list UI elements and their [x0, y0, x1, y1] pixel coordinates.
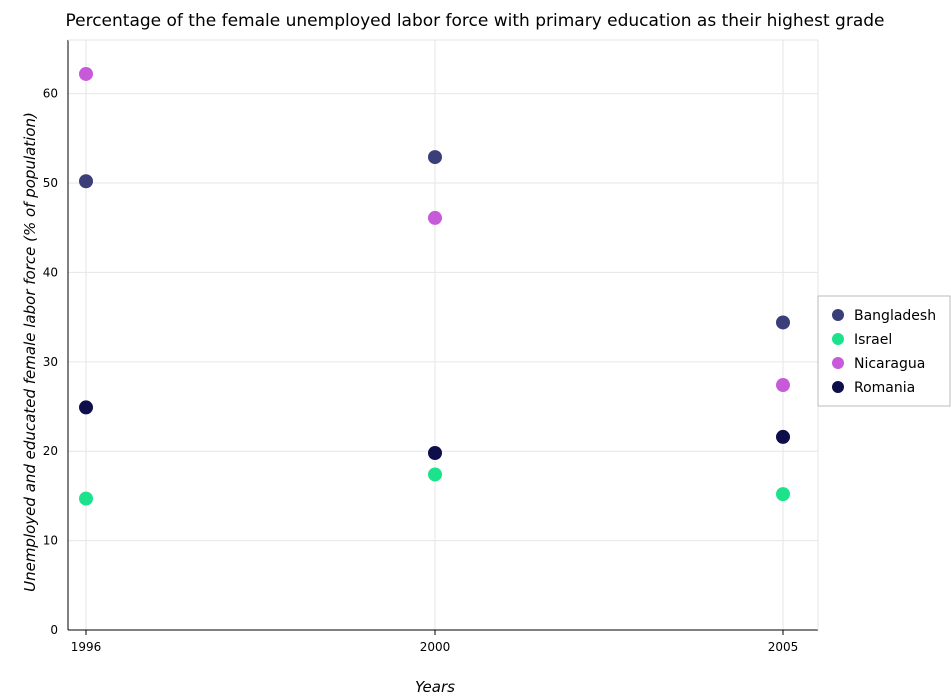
legend: Bangladesh Israel Nicaragua Romania: [817, 295, 951, 407]
chart-title: Percentage of the female unemployed labo…: [65, 11, 884, 31]
point-nicaragua-1996: [79, 66, 93, 81]
y-tick-label: 30: [43, 355, 58, 369]
legend-label-bangladesh: Bangladesh: [854, 308, 936, 324]
point-nicaragua-2000: [428, 210, 442, 225]
point-bangladesh-2000: [428, 150, 442, 165]
legend-marker-romania: [832, 381, 844, 393]
x-tick-label: 2000: [420, 640, 451, 654]
tick-labels: 0 10 20 30 40 50 60 1996 2000 2005: [43, 87, 799, 654]
x-axis-label: Years: [415, 678, 455, 696]
point-israel-2005: [776, 487, 790, 502]
point-romania-1996: [79, 400, 93, 415]
point-romania-2005: [776, 429, 790, 444]
y-tick-label: 10: [43, 534, 58, 548]
legend-label-nicaragua: Nicaragua: [854, 356, 925, 372]
grid: [68, 40, 818, 631]
y-tick-label: 50: [43, 176, 58, 190]
legend-label-romania: Romania: [854, 380, 915, 396]
point-israel-1996: [79, 491, 93, 506]
point-romania-2000: [428, 446, 442, 460]
point-israel-2000: [428, 467, 442, 482]
y-tick-label: 20: [43, 444, 58, 458]
legend-label-israel: Israel: [854, 332, 892, 348]
y-axis-label: Unemployed and educated female labor for…: [21, 112, 39, 592]
legend-marker-bangladesh: [832, 309, 844, 321]
y-tick-label: 60: [43, 87, 58, 101]
y-tick-label: 0: [50, 623, 58, 637]
legend-marker-nicaragua: [832, 357, 844, 369]
x-tick-label: 2005: [768, 640, 799, 654]
point-bangladesh-1996: [79, 174, 93, 189]
x-tick-label: 1996: [71, 640, 102, 654]
axes: [67, 39, 819, 635]
point-nicaragua-2005: [776, 378, 790, 393]
data-points: [79, 66, 790, 506]
y-tick-label: 40: [43, 265, 58, 279]
legend-marker-israel: [832, 333, 844, 345]
point-bangladesh-2005: [776, 315, 790, 330]
